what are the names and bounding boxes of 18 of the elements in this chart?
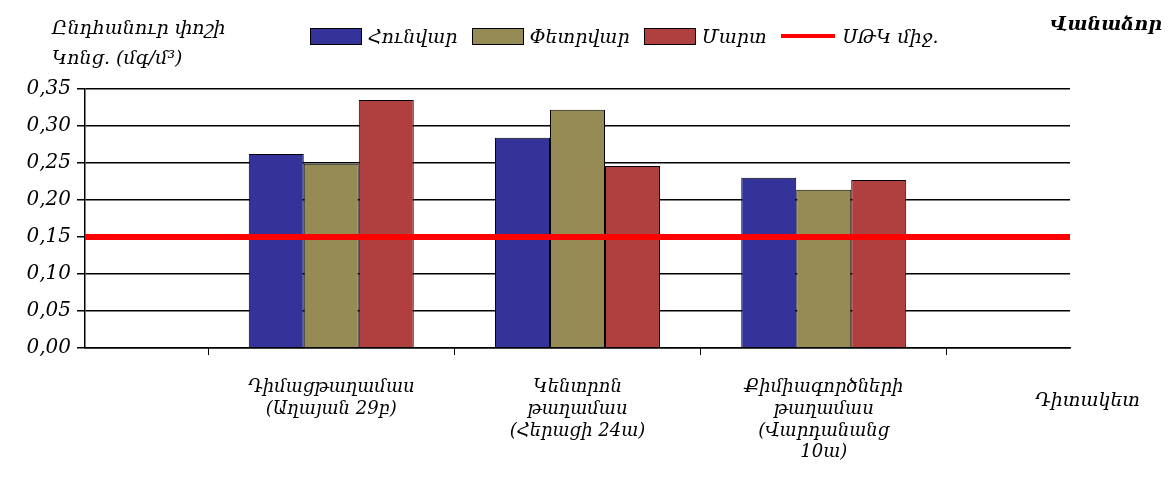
legend-label: Փետրվար <box>529 25 630 47</box>
y-tick-label: 0,20 <box>26 186 72 211</box>
legend-label: Հունվար <box>368 25 458 47</box>
legend-label: ՍԹԿ միջ. <box>842 25 939 47</box>
chart-title: Վանաձոր <box>1050 12 1162 34</box>
x-tick-label: Քիմիագործների թաղամաս (Վարդանանց 10ա) <box>743 375 904 462</box>
y-tick-label: 0,10 <box>26 260 72 285</box>
y-tick-label: 0,05 <box>26 297 71 322</box>
y-tick-label: 0,25 <box>26 149 71 174</box>
y-tick-label: 0,30 <box>26 112 72 137</box>
legend-label: Մարտ <box>701 25 767 47</box>
y-tick-label: 0,35 <box>26 75 71 100</box>
y-tick-label: 0,15 <box>26 223 71 248</box>
y-axis-title: Ընդհանուր փոշի Կոնց. (մգ/մ³) <box>52 15 227 70</box>
y-tick-label: 0,00 <box>26 334 72 359</box>
x-tick-label: Կենտրոն թաղամաս (Հերացի 24ա) <box>509 375 646 440</box>
x-axis-title: Դիտակետ <box>1035 388 1141 410</box>
x-tick-label: Դիմացթաղամաս (Աղայան 29բ) <box>247 375 415 419</box>
